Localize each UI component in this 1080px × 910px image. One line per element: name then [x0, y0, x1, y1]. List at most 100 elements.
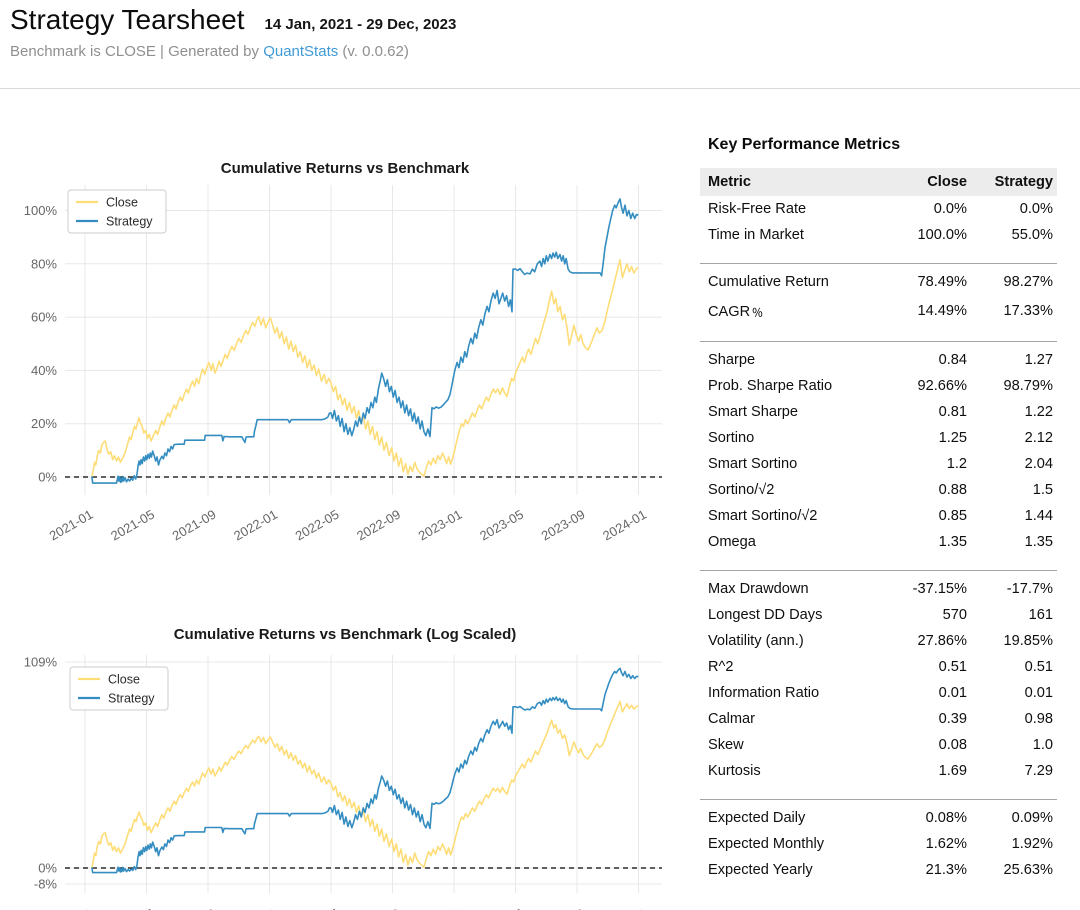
metric-label: Smart Sortino/√2	[708, 508, 818, 524]
metric-value-strategy: 2.12	[1024, 430, 1053, 446]
metrics-group-separator	[700, 248, 1057, 269]
metric-label: Sortino/√2	[708, 482, 775, 498]
chart1-title: Cumulative Returns vs Benchmark	[220, 160, 470, 177]
metric-value-close: 0.88	[938, 482, 967, 498]
metric-row: Cumulative Return 78.49% 98.27%	[700, 269, 1057, 295]
metric-value-close: 0.08%	[925, 810, 967, 826]
legend-label: Strategy	[106, 215, 153, 229]
metric-value-strategy: 1.27	[1024, 352, 1053, 368]
metric-row: Calmar 0.39 0.98	[700, 706, 1057, 732]
metric-row: Smart Sortino/√2 0.85 1.44	[700, 503, 1057, 529]
metric-value-strategy: 1.0	[1032, 737, 1053, 753]
x-tick-label: 2024-01	[600, 906, 649, 910]
chart-legend: Close Strategy	[69, 666, 169, 711]
metric-label: Expected Daily	[708, 810, 806, 826]
metric-label: Sortino	[708, 430, 755, 446]
metrics-header-row: Metric Close Strategy	[700, 168, 1057, 196]
metric-value-strategy: 1.92%	[1011, 836, 1053, 852]
chart-legend: Close Strategy	[67, 189, 167, 234]
quantstats-link[interactable]: QuantStats	[263, 43, 339, 60]
metric-row: Volatility (ann.) 27.86% 19.85%	[700, 628, 1057, 654]
metric-value-strategy: 98.27%	[1003, 274, 1054, 290]
cumulative-returns-chart: 100% 80% 60% 40% 20% 0% 2021-01 2021-05 2021-09 2…	[24, 185, 662, 543]
metric-value-strategy: 161	[1028, 607, 1053, 623]
x-tick-label: 2023-05	[477, 906, 526, 910]
metric-value-close: 1.69	[938, 763, 967, 779]
metrics-group-separator	[700, 784, 1057, 805]
x-tick-label: 2021-01	[47, 507, 96, 544]
metric-value-close: 1.25	[938, 430, 967, 446]
x-tick-label: 2024-01	[600, 507, 649, 544]
metric-label: Volatility (ann.)	[708, 633, 804, 649]
legend-item-close: Close	[76, 196, 138, 210]
subtitle: Benchmark is CLOSE | Generated by QuantS…	[10, 43, 1070, 60]
x-tick-label: 2022-05	[293, 906, 342, 910]
metric-row: Omega 1.35 1.35	[700, 529, 1057, 555]
metric-row: Kurtosis 1.69 7.29	[700, 758, 1057, 784]
metric-value-strategy: 2.04	[1024, 456, 1053, 472]
metric-value-strategy: 0.98	[1024, 711, 1053, 727]
metric-label: Cumulative Return	[708, 274, 829, 290]
metric-value-close: 0.85	[938, 508, 967, 524]
metric-label: Expected Monthly	[708, 836, 825, 852]
metric-value-strategy: 55.0%	[1011, 227, 1053, 243]
series-line-strategy	[91, 667, 639, 874]
metric-value-close: 1.35	[938, 534, 967, 550]
metric-label: R^2	[708, 659, 734, 675]
metric-label: Information Ratio	[708, 685, 820, 701]
metric-value-strategy: 0.09%	[1011, 810, 1053, 826]
metric-row: Prob. Sharpe Ratio 92.66% 98.79%	[700, 373, 1057, 399]
metric-label: Time in Market	[708, 227, 804, 243]
series-line-close	[91, 700, 639, 869]
x-tick-label: 2021-09	[170, 906, 219, 910]
x-tick-label: 2022-09	[354, 906, 403, 910]
metrics-title: Key Performance Metrics	[708, 136, 901, 153]
metric-label: Expected Yearly	[708, 862, 813, 878]
x-tick-label: 2023-01	[416, 507, 465, 544]
subtitle-suffix: (v. 0.0.62)	[338, 43, 409, 60]
metric-value-strategy: 98.79%	[1003, 378, 1054, 394]
metric-row: Smart Sortino 1.2 2.04	[700, 451, 1057, 477]
page-title: Strategy Tearsheet	[10, 4, 245, 35]
metric-value-close: 21.3%	[925, 862, 967, 878]
metric-row: Information Ratio 0.01 0.01	[700, 680, 1057, 706]
metric-value-close: 0.84	[938, 352, 967, 368]
metric-value-close: 1.2	[946, 456, 967, 472]
metric-label: Sharpe	[708, 352, 756, 368]
metric-label: Longest DD Days	[708, 607, 823, 623]
header-divider	[0, 88, 1080, 89]
metric-value-close: 0.08	[938, 737, 967, 753]
legend-box	[67, 189, 167, 234]
y-tick-label: 0%	[38, 470, 57, 485]
metric-label: Risk-Free Rate	[708, 201, 807, 217]
series-line-strategy	[91, 198, 639, 484]
metric-value-close: 0.01	[938, 685, 967, 701]
x-tick-label: 2022-01	[231, 507, 280, 544]
legend-label: Strategy	[108, 692, 155, 706]
metric-value-strategy: 25.63%	[1003, 862, 1054, 878]
metric-value-close: 27.86%	[917, 633, 968, 649]
metric-value-strategy: 0.01	[1024, 685, 1053, 701]
x-tick-label: 2021-01	[47, 906, 96, 910]
metric-label: Smart Sortino	[708, 456, 798, 472]
metric-row: Longest DD Days 570 161	[700, 602, 1057, 628]
key-performance-metrics-panel: Key Performance Metrics Metric Close Str…	[700, 136, 1057, 883]
metric-value-strategy: -17.7%	[1006, 581, 1053, 597]
metric-row: Sharpe 0.84 1.27	[700, 347, 1057, 373]
metric-value-strategy: 0.0%	[1019, 201, 1053, 217]
metric-value-close: 0.51	[938, 659, 967, 675]
legend-box	[69, 666, 169, 711]
metric-value-strategy: 1.22	[1024, 404, 1053, 420]
metric-row: Max Drawdown -37.15% -17.7%	[700, 576, 1057, 602]
x-tick-label: 2023-05	[477, 507, 526, 544]
metric-value-close: -37.15%	[912, 581, 967, 597]
col-header-metric: Metric	[700, 168, 885, 196]
y-tick-label: 0%	[38, 861, 57, 876]
series-line-close	[91, 258, 639, 478]
page-header: Strategy Tearsheet 14 Jan, 2021 - 29 Dec…	[10, 4, 1070, 60]
metrics-group-separator	[700, 326, 1057, 347]
metric-value-close: 0.39	[938, 711, 967, 727]
metrics-table: Metric Close Strategy Risk-Free Rate 0.0%…	[700, 168, 1057, 883]
metric-value-close: 100.0%	[917, 227, 968, 243]
col-header-strategy: Strategy	[971, 168, 1057, 196]
